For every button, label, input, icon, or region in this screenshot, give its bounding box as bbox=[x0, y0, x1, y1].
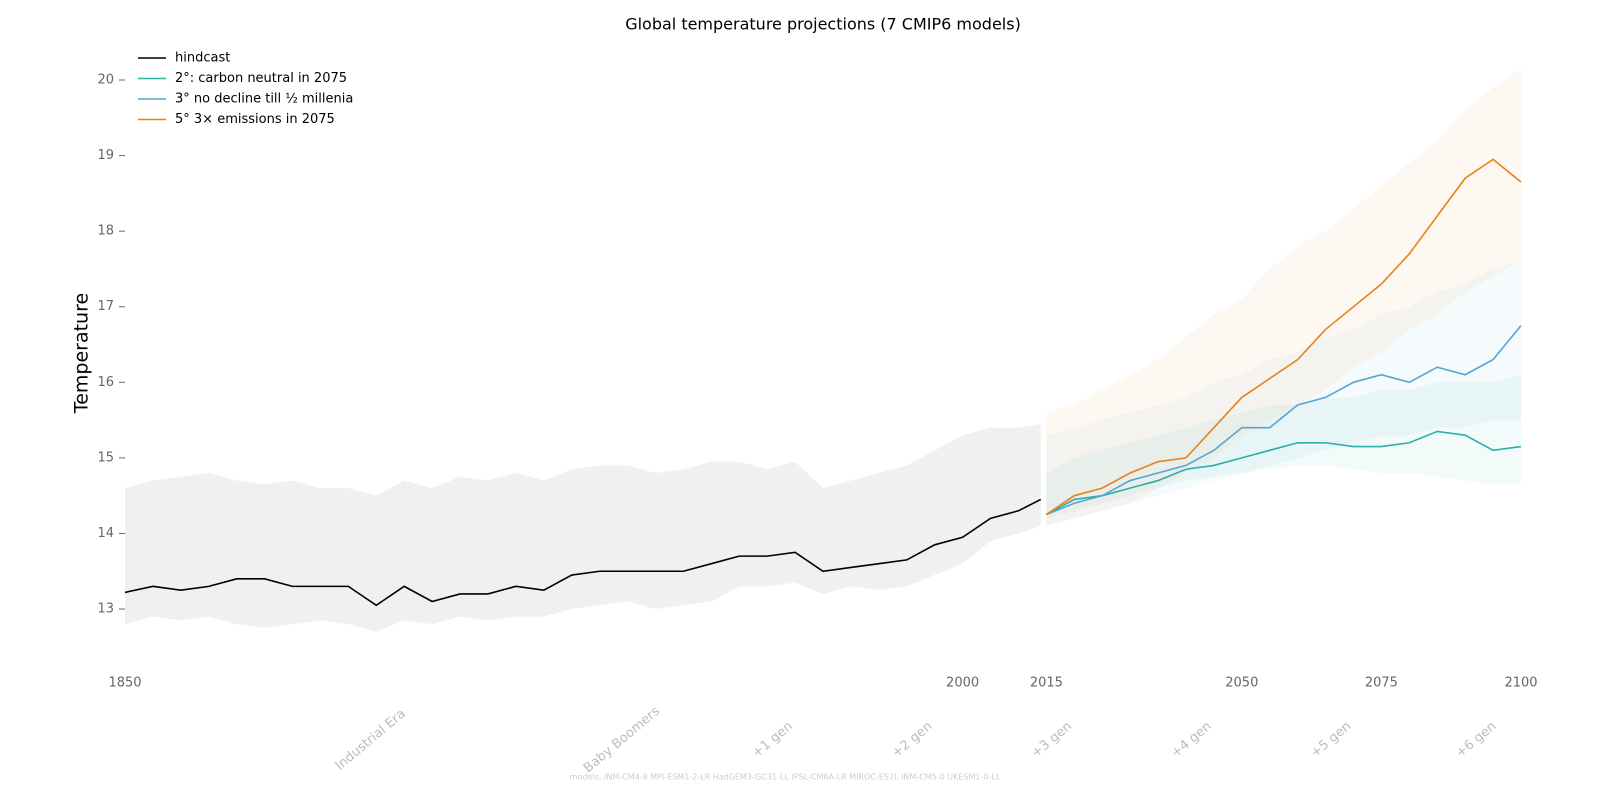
legend-label: hindcast bbox=[175, 51, 230, 66]
generation-label: Baby Boomers bbox=[581, 704, 663, 776]
uncertainty-band bbox=[1046, 68, 1521, 526]
legend-label: 3° no decline till ½ millenia bbox=[175, 92, 353, 107]
y-tick-label: 18 bbox=[97, 224, 114, 239]
y-axis-label: Temperature bbox=[71, 293, 93, 414]
legend-label: 5° 3× emissions in 2075 bbox=[175, 112, 335, 127]
generation-label: +6 gen bbox=[1453, 719, 1499, 761]
generation-label: +4 gen bbox=[1168, 719, 1214, 761]
generation-label: +2 gen bbox=[889, 719, 935, 761]
footnote: models: INM-CM4-8 MPI-ESM1-2-LR HadGEM3-… bbox=[570, 773, 1001, 782]
series-line bbox=[1045, 430, 1522, 516]
generation-label: Industrial Era bbox=[333, 706, 409, 773]
y-tick-label: 16 bbox=[97, 375, 114, 390]
y-tick-label: 17 bbox=[97, 299, 114, 314]
uncertainty-band bbox=[1046, 261, 1521, 526]
chart-title: Global temperature projections (7 CMIP6 … bbox=[625, 15, 1021, 34]
uncertainty-band bbox=[125, 423, 1041, 632]
legend-label: 2°: carbon neutral in 2075 bbox=[175, 71, 347, 86]
y-tick-label: 19 bbox=[97, 148, 114, 163]
series-line bbox=[1046, 325, 1522, 516]
generation-label: +1 gen bbox=[750, 719, 796, 761]
y-tick-label: 13 bbox=[97, 602, 114, 617]
x-tick-label: 2075 bbox=[1365, 676, 1398, 691]
x-tick-label: 2050 bbox=[1225, 676, 1258, 691]
x-tick-label: 2100 bbox=[1504, 676, 1537, 691]
x-tick-label: 2015 bbox=[1030, 676, 1063, 691]
x-tick-label: 1850 bbox=[108, 676, 141, 691]
y-tick-label: 20 bbox=[97, 72, 114, 87]
y-tick-label: 15 bbox=[97, 450, 114, 465]
x-tick-label: 2000 bbox=[946, 676, 979, 691]
generation-label: +3 gen bbox=[1029, 719, 1075, 761]
series-line bbox=[124, 498, 1042, 607]
generation-label: +5 gen bbox=[1308, 719, 1354, 761]
y-tick-label: 14 bbox=[97, 526, 114, 541]
series-line bbox=[1045, 158, 1522, 516]
